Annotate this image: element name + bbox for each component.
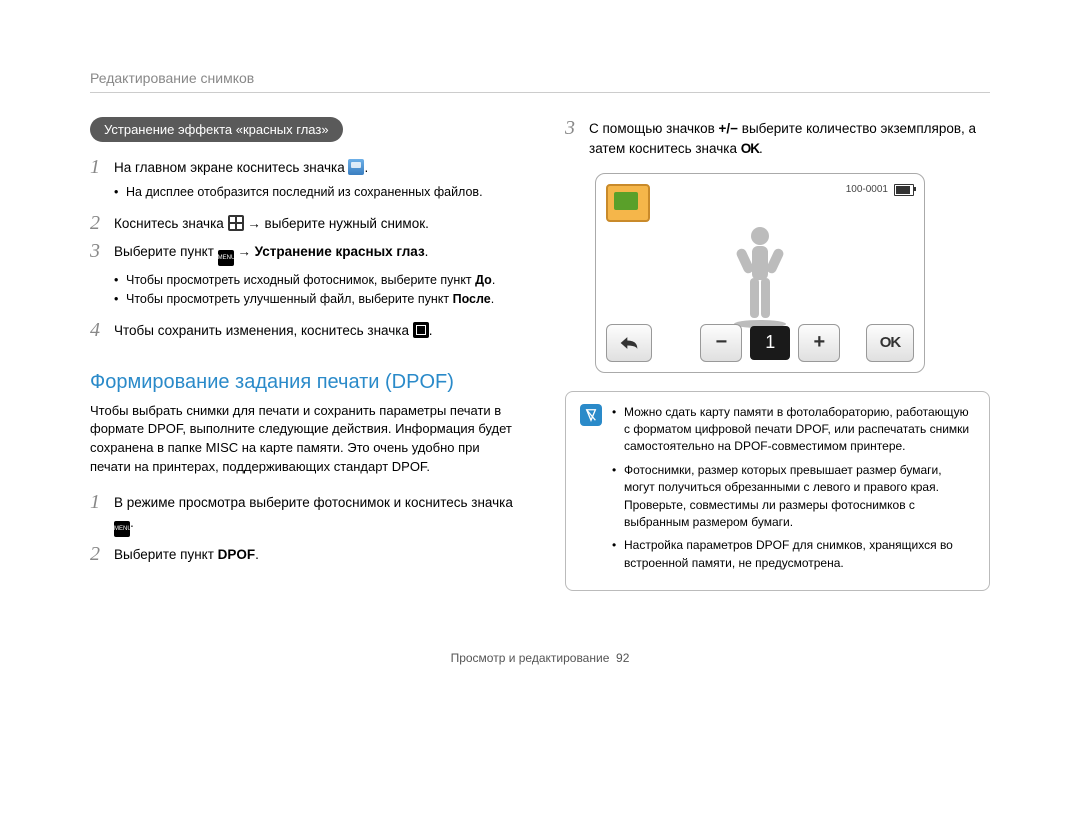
left-column: Устранение эффекта «красных глаз» 1 На г… <box>90 117 515 591</box>
substep-text: На дисплее отобразится последний из сохр… <box>126 184 515 202</box>
plus-button[interactable]: + <box>798 324 840 362</box>
step-text: Чтобы сохранить изменения, коснитесь зна… <box>114 323 433 338</box>
step-number: 2 <box>90 543 114 565</box>
section-paragraph: Чтобы выбрать снимки для печати и сохран… <box>90 402 515 477</box>
device-screenshot: 100-0001 <box>595 173 925 373</box>
photo-preview <box>720 222 800 332</box>
note-text: Фотоснимки, размер которых превышает раз… <box>624 462 975 532</box>
file-id: 100-0001 <box>846 184 888 195</box>
step-number: 3 <box>565 117 589 159</box>
step-text: С помощью значков +/− выберите количеств… <box>589 121 976 156</box>
save-icon <box>413 322 429 338</box>
ok-button[interactable]: OK <box>866 324 914 362</box>
section-title: Формирование задания печати (DPOF) <box>90 371 515 394</box>
battery-icon <box>894 184 914 196</box>
note-icon <box>580 404 602 426</box>
note-box: •Можно сдать карту памяти в фотолаборато… <box>565 391 990 592</box>
step-number: 2 <box>90 212 114 234</box>
step-text: В режиме просмотра выберите фотоснимок и… <box>114 495 513 530</box>
step-text: На главном экране коснитесь значка . <box>114 160 368 175</box>
grid-icon <box>228 215 244 231</box>
step-number: 1 <box>90 156 114 178</box>
page-footer: Просмотр и редактирование 92 <box>90 651 990 665</box>
step-text: Выберите пункт DPOF. <box>114 547 259 562</box>
note-text: Настройка параметров DPOF для снимков, х… <box>624 537 975 572</box>
substep-text: Чтобы просмотреть улучшенный файл, выбер… <box>126 291 515 309</box>
thumbnail-icon[interactable] <box>606 184 650 222</box>
step-text: Коснитесь значка → выберите нужный снимо… <box>114 216 429 231</box>
menu-icon: MENU <box>114 521 130 537</box>
section-pill: Устранение эффекта «красных глаз» <box>90 117 343 142</box>
back-button[interactable] <box>606 324 652 362</box>
minus-button[interactable]: − <box>700 324 742 362</box>
step-number: 3 <box>90 240 114 266</box>
ok-glyph: OK <box>741 141 759 156</box>
note-text: Можно сдать карту памяти в фотолаборатор… <box>624 404 975 456</box>
page-header: Редактирование снимков <box>90 70 990 93</box>
substep-text: Чтобы просмотреть исходный фотоснимок, в… <box>126 272 515 290</box>
copy-count: 1 <box>750 326 790 360</box>
step-number: 4 <box>90 319 114 341</box>
menu-icon: MENU <box>218 250 234 266</box>
step-number: 1 <box>90 491 114 537</box>
gallery-icon <box>348 159 364 175</box>
step-text: Выберите пункт MENU → Устранение красных… <box>114 244 428 259</box>
right-column: 3 С помощью значков +/− выберите количес… <box>565 117 990 591</box>
